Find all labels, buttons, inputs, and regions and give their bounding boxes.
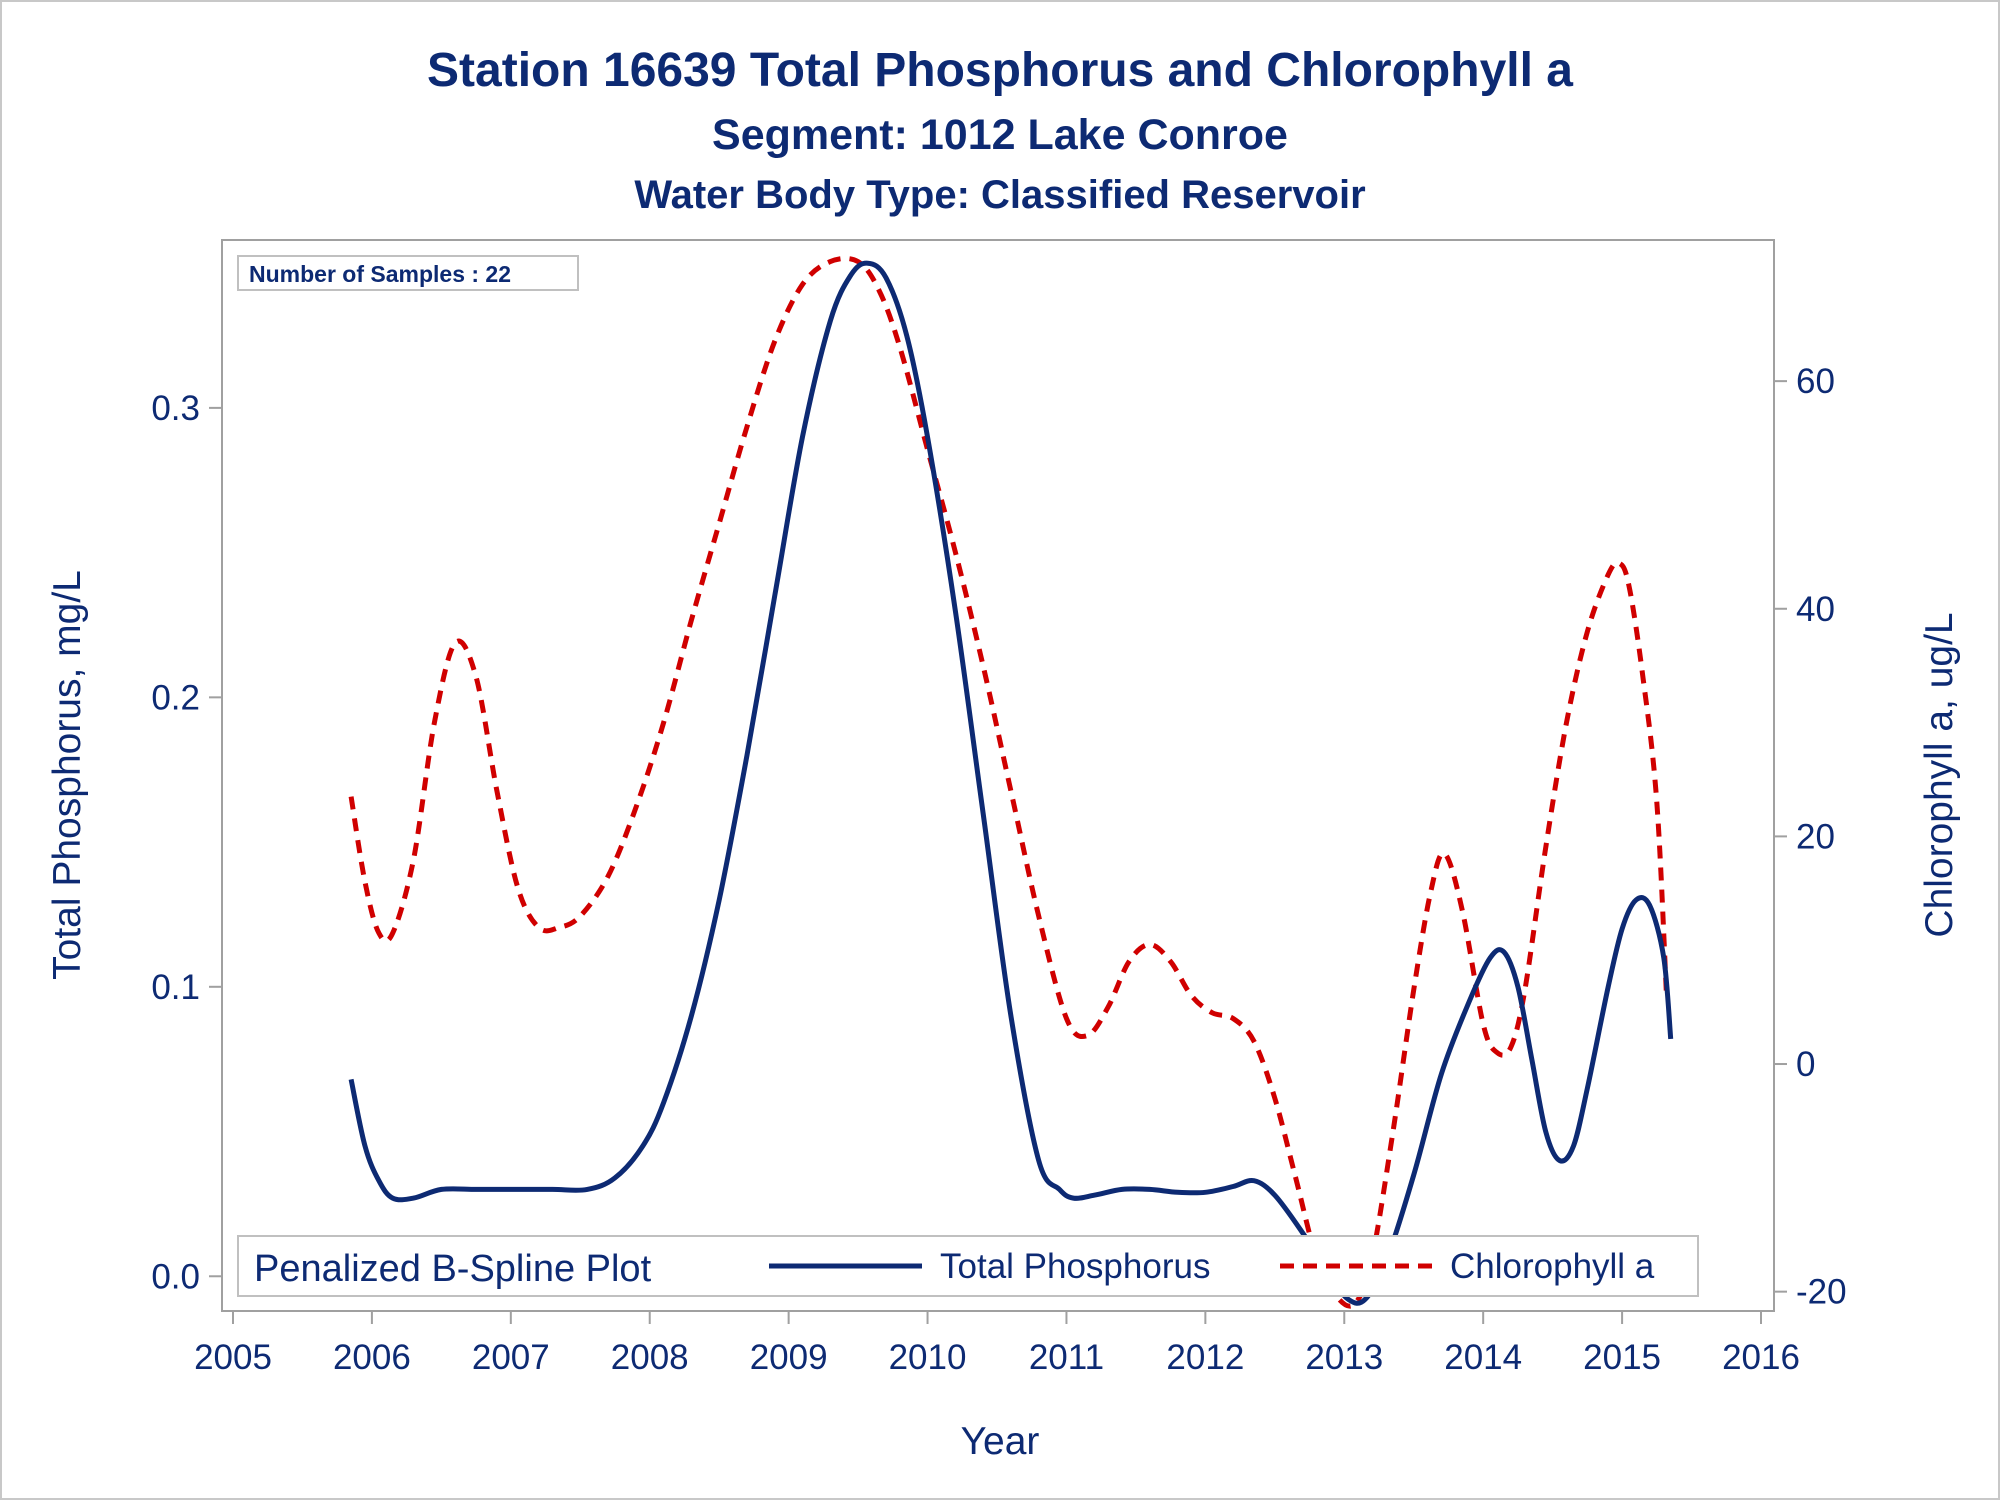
sample-count-text: Number of Samples : 22 (249, 261, 511, 287)
x-tick-label: 2005 (194, 1338, 272, 1377)
y2-tick-label: 60 (1796, 362, 1835, 401)
y2-tick-label: 0 (1796, 1045, 1815, 1084)
chart-subtitle-2: Water Body Type: Classified Reservoir (634, 173, 1365, 217)
y-tick-label: 0.3 (151, 389, 200, 428)
y-tick-label: 0.2 (151, 678, 200, 717)
series-line-total-phosphorus (348, 260, 1674, 1306)
legend-title: Penalized B-Spline Plot (254, 1248, 652, 1290)
y-axis-left-ticks: 0.0 0.1 0.2 0.3 (151, 389, 222, 1296)
series-line-chlorophyll-a (348, 255, 1669, 1309)
series-layer (348, 255, 1674, 1309)
sample-count-box (237, 255, 579, 291)
y-tick-label: 0.1 (151, 968, 200, 1007)
chart-subtitle: Segment: 1012 Lake Conroe (712, 111, 1288, 159)
x-tick-label: 2015 (1583, 1338, 1661, 1377)
legend-box (237, 1235, 1699, 1297)
x-tick-label: 2013 (1305, 1338, 1383, 1377)
x-tick-label: 2006 (333, 1338, 411, 1377)
x-tick-label: 2012 (1166, 1338, 1244, 1377)
x-axis-label: Year (961, 1420, 1040, 1463)
y-axis-right-label: Chlorophyll a, ug/L (1918, 612, 1961, 937)
legend-label-total-phosphorus: Total Phosphorus (940, 1247, 1210, 1286)
y2-tick-label: 20 (1796, 817, 1835, 856)
x-tick-label: 2007 (472, 1338, 550, 1377)
x-axis-ticks: 2005 2006 2007 2008 2009 2010 2011 2012 2013 2014… (194, 1311, 1800, 1377)
x-tick-label: 2016 (1722, 1338, 1800, 1377)
y2-tick-label: -20 (1796, 1273, 1847, 1312)
x-tick-label: 2008 (611, 1338, 689, 1377)
y-tick-label: 0.0 (151, 1257, 200, 1296)
legend-label-chlorophyll-a: Chlorophyll a (1450, 1247, 1655, 1286)
x-tick-label: 2011 (1029, 1338, 1104, 1377)
x-tick-label: 2010 (889, 1338, 967, 1377)
chart-title: Station 16639 Total Phosphorus and Chlor… (427, 44, 1573, 97)
x-tick-label: 2014 (1444, 1338, 1522, 1377)
y2-tick-label: 40 (1796, 590, 1835, 629)
plot-area (221, 239, 1775, 1312)
y-axis-right-ticks: -20 0 20 40 60 (1774, 362, 1847, 1312)
x-tick-label: 2009 (750, 1338, 828, 1377)
y-axis-left-label: Total Phosphorus, mg/L (46, 570, 89, 980)
